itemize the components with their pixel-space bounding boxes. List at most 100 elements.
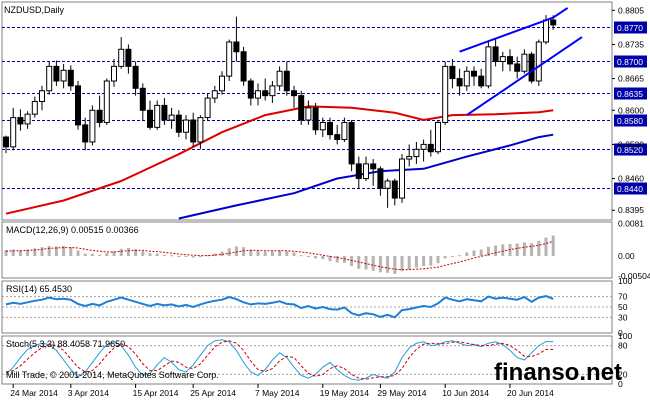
candle-body bbox=[427, 143, 434, 153]
macd-bar bbox=[450, 256, 454, 257]
macd-bar bbox=[501, 244, 505, 256]
rsi-tick-label: 70 bbox=[618, 292, 628, 302]
candle-body bbox=[384, 180, 391, 189]
macd-bar bbox=[26, 249, 30, 256]
candle-body bbox=[442, 65, 449, 123]
price-tick-label: 0.8805 bbox=[618, 5, 644, 15]
level-box bbox=[614, 87, 647, 100]
macd-bar bbox=[537, 240, 541, 256]
macd-bar bbox=[414, 256, 418, 268]
level-label: 0.8440 bbox=[617, 184, 643, 194]
macd-bar bbox=[141, 251, 145, 256]
candle-body bbox=[399, 158, 405, 199]
macd-bar bbox=[364, 256, 368, 270]
candle-body bbox=[168, 114, 175, 121]
candle-body bbox=[413, 148, 420, 158]
candle-body bbox=[276, 70, 283, 87]
macd-bar bbox=[263, 251, 267, 256]
candle-body bbox=[463, 70, 470, 87]
candle-body bbox=[154, 104, 161, 128]
macd-bar bbox=[155, 253, 159, 256]
macd-bar bbox=[62, 246, 66, 256]
macd-bar bbox=[378, 256, 382, 273]
macd-bar bbox=[292, 252, 296, 256]
candle-body bbox=[456, 78, 463, 87]
level-label: 0.8580 bbox=[617, 116, 643, 126]
macd-bar bbox=[429, 256, 433, 266]
trend-channel bbox=[459, 7, 583, 116]
macd-bar bbox=[465, 252, 469, 256]
macd-bar bbox=[170, 255, 174, 257]
candle-body bbox=[190, 119, 197, 143]
candle-body bbox=[183, 119, 189, 133]
macd-bar bbox=[472, 250, 476, 256]
macd-bar bbox=[371, 256, 375, 271]
macd-bar bbox=[479, 249, 483, 256]
candles bbox=[3, 15, 557, 208]
macd-tick-label: 0.0081 bbox=[618, 219, 644, 229]
level-box bbox=[614, 182, 647, 195]
candle-body bbox=[348, 121, 355, 165]
stochastic-panel bbox=[2, 339, 612, 381]
date-tick-label: 15 Apr 2014 bbox=[133, 388, 179, 398]
stoch-tick-label: 80 bbox=[618, 341, 628, 351]
candle-body bbox=[499, 56, 506, 62]
macd-bar bbox=[11, 249, 15, 256]
macd-bar bbox=[256, 250, 260, 256]
candle-body bbox=[262, 90, 269, 97]
macd-bar bbox=[249, 249, 253, 256]
macd-bar bbox=[299, 255, 303, 257]
candle-body bbox=[370, 163, 377, 170]
candle-body bbox=[492, 46, 499, 62]
candle-body bbox=[435, 121, 441, 153]
candle-body bbox=[291, 90, 297, 97]
macd-label: MACD(12,26,9) 0.00515 0.00366 bbox=[6, 225, 139, 235]
candle-body bbox=[17, 117, 24, 125]
macd-bar bbox=[486, 246, 490, 256]
candle-body bbox=[118, 48, 125, 67]
macd-bar bbox=[148, 253, 152, 256]
candle-body bbox=[46, 65, 53, 92]
candle-body bbox=[334, 134, 341, 141]
watermark: finanso.net bbox=[494, 359, 622, 386]
candle-body bbox=[89, 109, 96, 143]
candle-body bbox=[319, 121, 326, 131]
macd-tick-label: -0.00504 bbox=[618, 271, 650, 281]
macd-bar bbox=[422, 256, 426, 266]
rsi-panel bbox=[2, 295, 612, 319]
candle-body bbox=[355, 163, 362, 180]
macd-tick-label: 0.00 bbox=[618, 251, 635, 261]
price-tick-label: 0.8600 bbox=[618, 105, 644, 115]
date-tick-label: 19 May 2014 bbox=[320, 388, 369, 398]
rsi-line bbox=[5, 295, 554, 319]
candle-body bbox=[528, 53, 535, 82]
candle-body bbox=[247, 80, 254, 99]
stoch-main-line bbox=[5, 339, 554, 381]
macd-bar bbox=[400, 256, 404, 272]
macd-bar bbox=[314, 256, 318, 259]
candle-body bbox=[211, 90, 218, 99]
macd-bar bbox=[443, 256, 447, 259]
candle-body bbox=[233, 41, 240, 53]
date-tick-label: 20 Jun 2014 bbox=[507, 388, 554, 398]
channel-lower-line bbox=[466, 36, 583, 116]
macd-bar bbox=[126, 248, 130, 256]
candle-body bbox=[82, 124, 89, 143]
candle-body bbox=[305, 107, 312, 121]
date-tick-label: 10 Jun 2014 bbox=[442, 388, 489, 398]
candle-body bbox=[420, 143, 427, 150]
price-tick-label: 0.8735 bbox=[618, 39, 644, 49]
copyright-label: Mill Trade, © 2001-2014, MetaQuotes Soft… bbox=[6, 370, 219, 380]
candle-body bbox=[449, 65, 456, 80]
macd-bar bbox=[134, 249, 138, 256]
candle-body bbox=[175, 114, 182, 133]
macd-bar bbox=[4, 250, 8, 256]
candle-body bbox=[53, 65, 60, 82]
macd-bar bbox=[350, 256, 354, 266]
macd-bar bbox=[69, 247, 73, 256]
macd-bar bbox=[458, 255, 462, 257]
macd-bar bbox=[522, 242, 526, 256]
macd-bar bbox=[119, 248, 123, 256]
stoch-tick-label: 0 bbox=[618, 379, 623, 389]
